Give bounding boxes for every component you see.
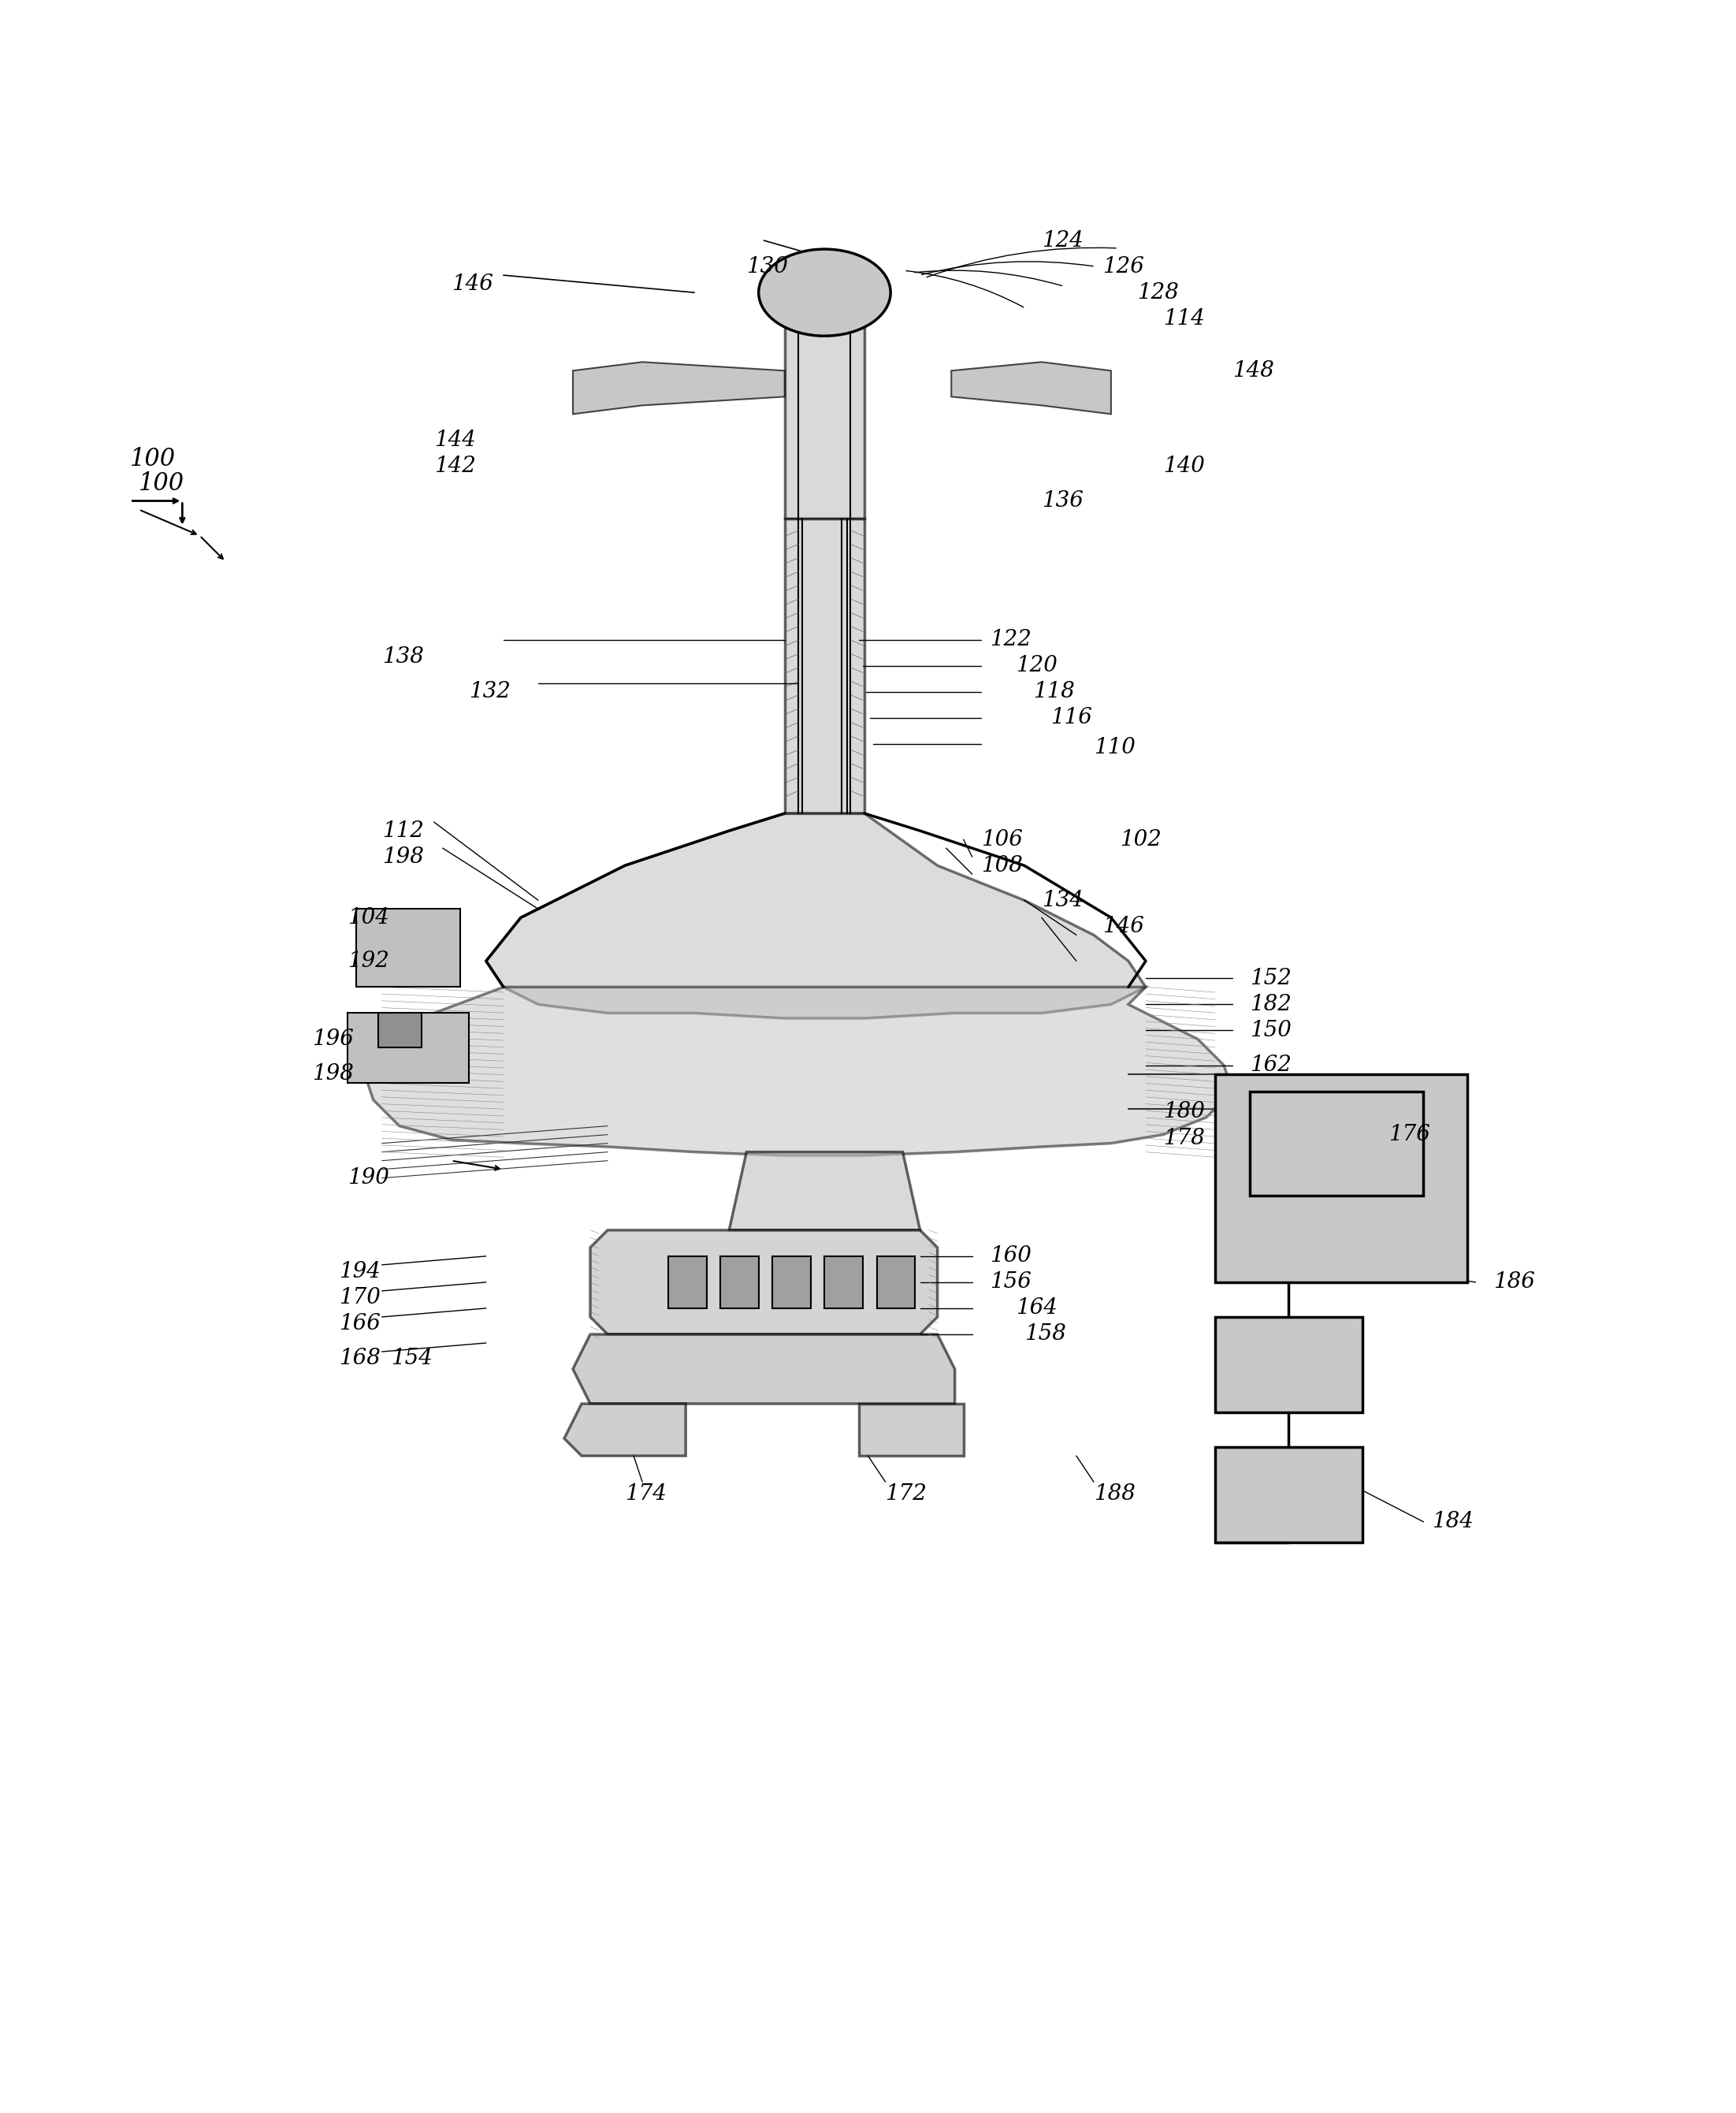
Text: 192: 192 (347, 951, 389, 972)
Polygon shape (564, 1403, 686, 1456)
Bar (825, 1255, 863, 1308)
Text: 116: 116 (1050, 708, 1092, 729)
Bar (1215, 1073, 1467, 1283)
Text: 158: 158 (1024, 1323, 1066, 1346)
Polygon shape (785, 292, 865, 518)
Text: 128: 128 (1137, 281, 1179, 302)
Text: 140: 140 (1163, 456, 1205, 478)
Text: 146: 146 (1102, 915, 1144, 936)
Text: 176: 176 (1389, 1124, 1430, 1145)
Bar (1250, 1090, 1424, 1196)
Text: 182: 182 (1250, 993, 1292, 1014)
Text: 120: 120 (1016, 655, 1057, 676)
Text: 142: 142 (434, 456, 476, 478)
Text: 178: 178 (1163, 1128, 1205, 1149)
Text: 198: 198 (312, 1063, 354, 1084)
Text: 152: 152 (1250, 968, 1292, 989)
Text: 148: 148 (1233, 359, 1274, 380)
Polygon shape (859, 1403, 963, 1456)
Polygon shape (729, 1152, 920, 1230)
Text: 166: 166 (339, 1314, 380, 1335)
Polygon shape (785, 518, 865, 814)
Text: 108: 108 (981, 856, 1023, 877)
Text: 124: 124 (1042, 230, 1083, 251)
Text: 106: 106 (981, 828, 1023, 849)
Text: 134: 134 (1042, 890, 1083, 911)
Text: 170: 170 (339, 1287, 380, 1308)
Text: 110: 110 (1094, 737, 1135, 759)
Text: 144: 144 (434, 429, 476, 450)
Text: 118: 118 (1033, 680, 1075, 702)
Text: 100: 100 (130, 448, 175, 471)
Text: 138: 138 (382, 647, 424, 668)
Text: 102: 102 (1120, 828, 1161, 849)
Text: 172: 172 (885, 1483, 927, 1504)
Text: 104: 104 (347, 906, 389, 928)
Text: 146: 146 (451, 273, 493, 294)
Text: 186: 186 (1493, 1272, 1535, 1293)
Text: 184: 184 (1432, 1511, 1474, 1532)
Text: 194: 194 (339, 1261, 380, 1283)
Text: 196: 196 (312, 1029, 354, 1050)
Bar (668, 1255, 707, 1308)
Text: 126: 126 (1102, 256, 1144, 277)
Polygon shape (486, 814, 1146, 1018)
Text: 190: 190 (347, 1166, 389, 1190)
Bar (378, 1012, 422, 1048)
Text: 154: 154 (391, 1348, 432, 1369)
Ellipse shape (759, 249, 891, 336)
Text: 122: 122 (990, 630, 1031, 651)
Text: 114: 114 (1163, 308, 1205, 330)
Text: 168: 168 (339, 1348, 380, 1369)
Polygon shape (573, 361, 785, 414)
Bar (356, 909, 460, 987)
Bar (1215, 1447, 1363, 1542)
Text: 180: 180 (1163, 1101, 1205, 1122)
Bar (877, 1255, 915, 1308)
Polygon shape (590, 1230, 937, 1333)
Text: 174: 174 (625, 1483, 667, 1504)
Polygon shape (365, 987, 1233, 1156)
Text: 156: 156 (990, 1272, 1031, 1293)
Text: 112: 112 (382, 820, 424, 841)
Text: 130: 130 (746, 256, 788, 277)
Text: 160: 160 (990, 1245, 1031, 1268)
Text: 162: 162 (1250, 1054, 1292, 1076)
Text: 136: 136 (1042, 490, 1083, 511)
Polygon shape (951, 361, 1111, 414)
Bar (347, 1012, 469, 1082)
Text: 164: 164 (1016, 1297, 1057, 1319)
Text: 198: 198 (382, 845, 424, 868)
Bar (773, 1255, 811, 1308)
Polygon shape (573, 1333, 955, 1403)
Bar (1215, 1316, 1363, 1411)
Text: 188: 188 (1094, 1483, 1135, 1504)
Text: 150: 150 (1250, 1021, 1292, 1042)
Bar (720, 1255, 759, 1308)
Text: 100: 100 (139, 471, 184, 497)
Text: 132: 132 (469, 680, 510, 702)
